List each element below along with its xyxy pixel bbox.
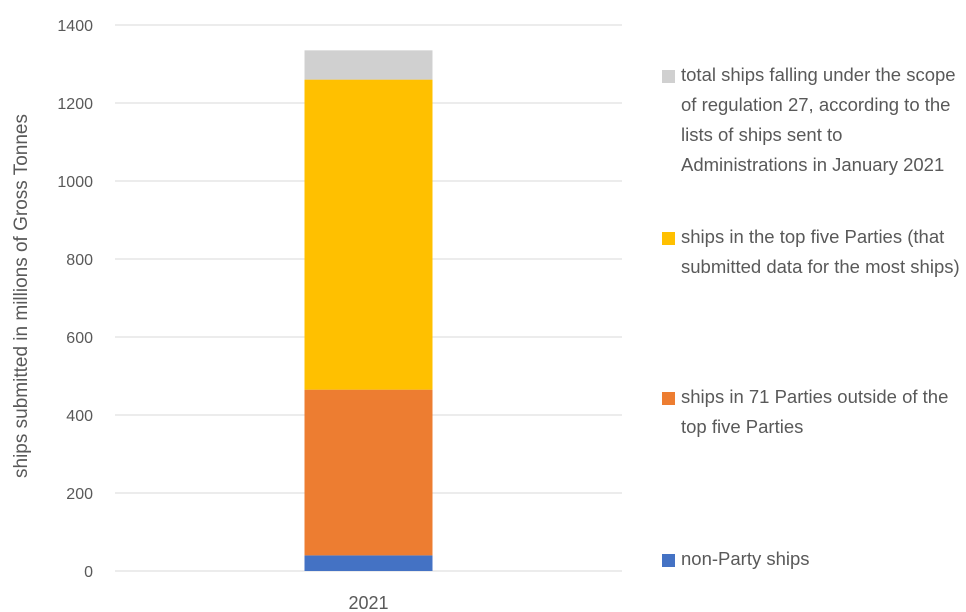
legend-item-total-ships: total ships falling under the scope of r… bbox=[662, 64, 966, 180]
legend-swatch-71-parties bbox=[662, 392, 675, 405]
legend-swatch-total-ships bbox=[662, 70, 675, 83]
legend-label-non-party-ships: non-Party ships bbox=[681, 548, 810, 569]
legend-item-non-party-ships: non-Party ships bbox=[662, 548, 966, 574]
legend-label-total-ships: total ships falling under the scope of r… bbox=[681, 64, 956, 175]
y-tick-labels: 0 200 400 600 800 1000 1200 1400 bbox=[57, 18, 93, 581]
y-tick-label: 1400 bbox=[57, 18, 93, 35]
y-tick-label: 200 bbox=[66, 486, 93, 503]
y-tick-label: 0 bbox=[84, 564, 93, 581]
bar-segment-series-1 bbox=[304, 389, 433, 556]
x-tick-labels: 2021 bbox=[348, 593, 388, 612]
legend-label-71-parties: ships in 71 Parties outside of the top f… bbox=[681, 386, 949, 437]
y-tick-label: 800 bbox=[66, 252, 93, 269]
y-tick-label: 1000 bbox=[57, 174, 93, 191]
legend: total ships falling under the scope of r… bbox=[662, 0, 962, 612]
bar-stack bbox=[304, 50, 433, 571]
legend-swatch-top-five-parties bbox=[662, 232, 675, 245]
y-tick-label: 1200 bbox=[57, 96, 93, 113]
y-tick-label: 400 bbox=[66, 408, 93, 425]
bar-segment-series-0 bbox=[304, 555, 433, 571]
bar-segment-series-2 bbox=[304, 79, 433, 390]
legend-item-top-five-parties: ships in the top five Parties (that subm… bbox=[662, 226, 966, 282]
legend-swatch-non-party-ships bbox=[662, 554, 675, 567]
x-tick-label: 2021 bbox=[348, 593, 388, 612]
y-axis-title: ships submitted in millions of Gross Ton… bbox=[11, 114, 32, 478]
legend-item-71-parties: ships in 71 Parties outside of the top f… bbox=[662, 386, 966, 442]
bar-segment-series-3 bbox=[304, 50, 433, 80]
y-tick-label: 600 bbox=[66, 330, 93, 347]
legend-label-top-five-parties: ships in the top five Parties (that subm… bbox=[681, 226, 960, 277]
